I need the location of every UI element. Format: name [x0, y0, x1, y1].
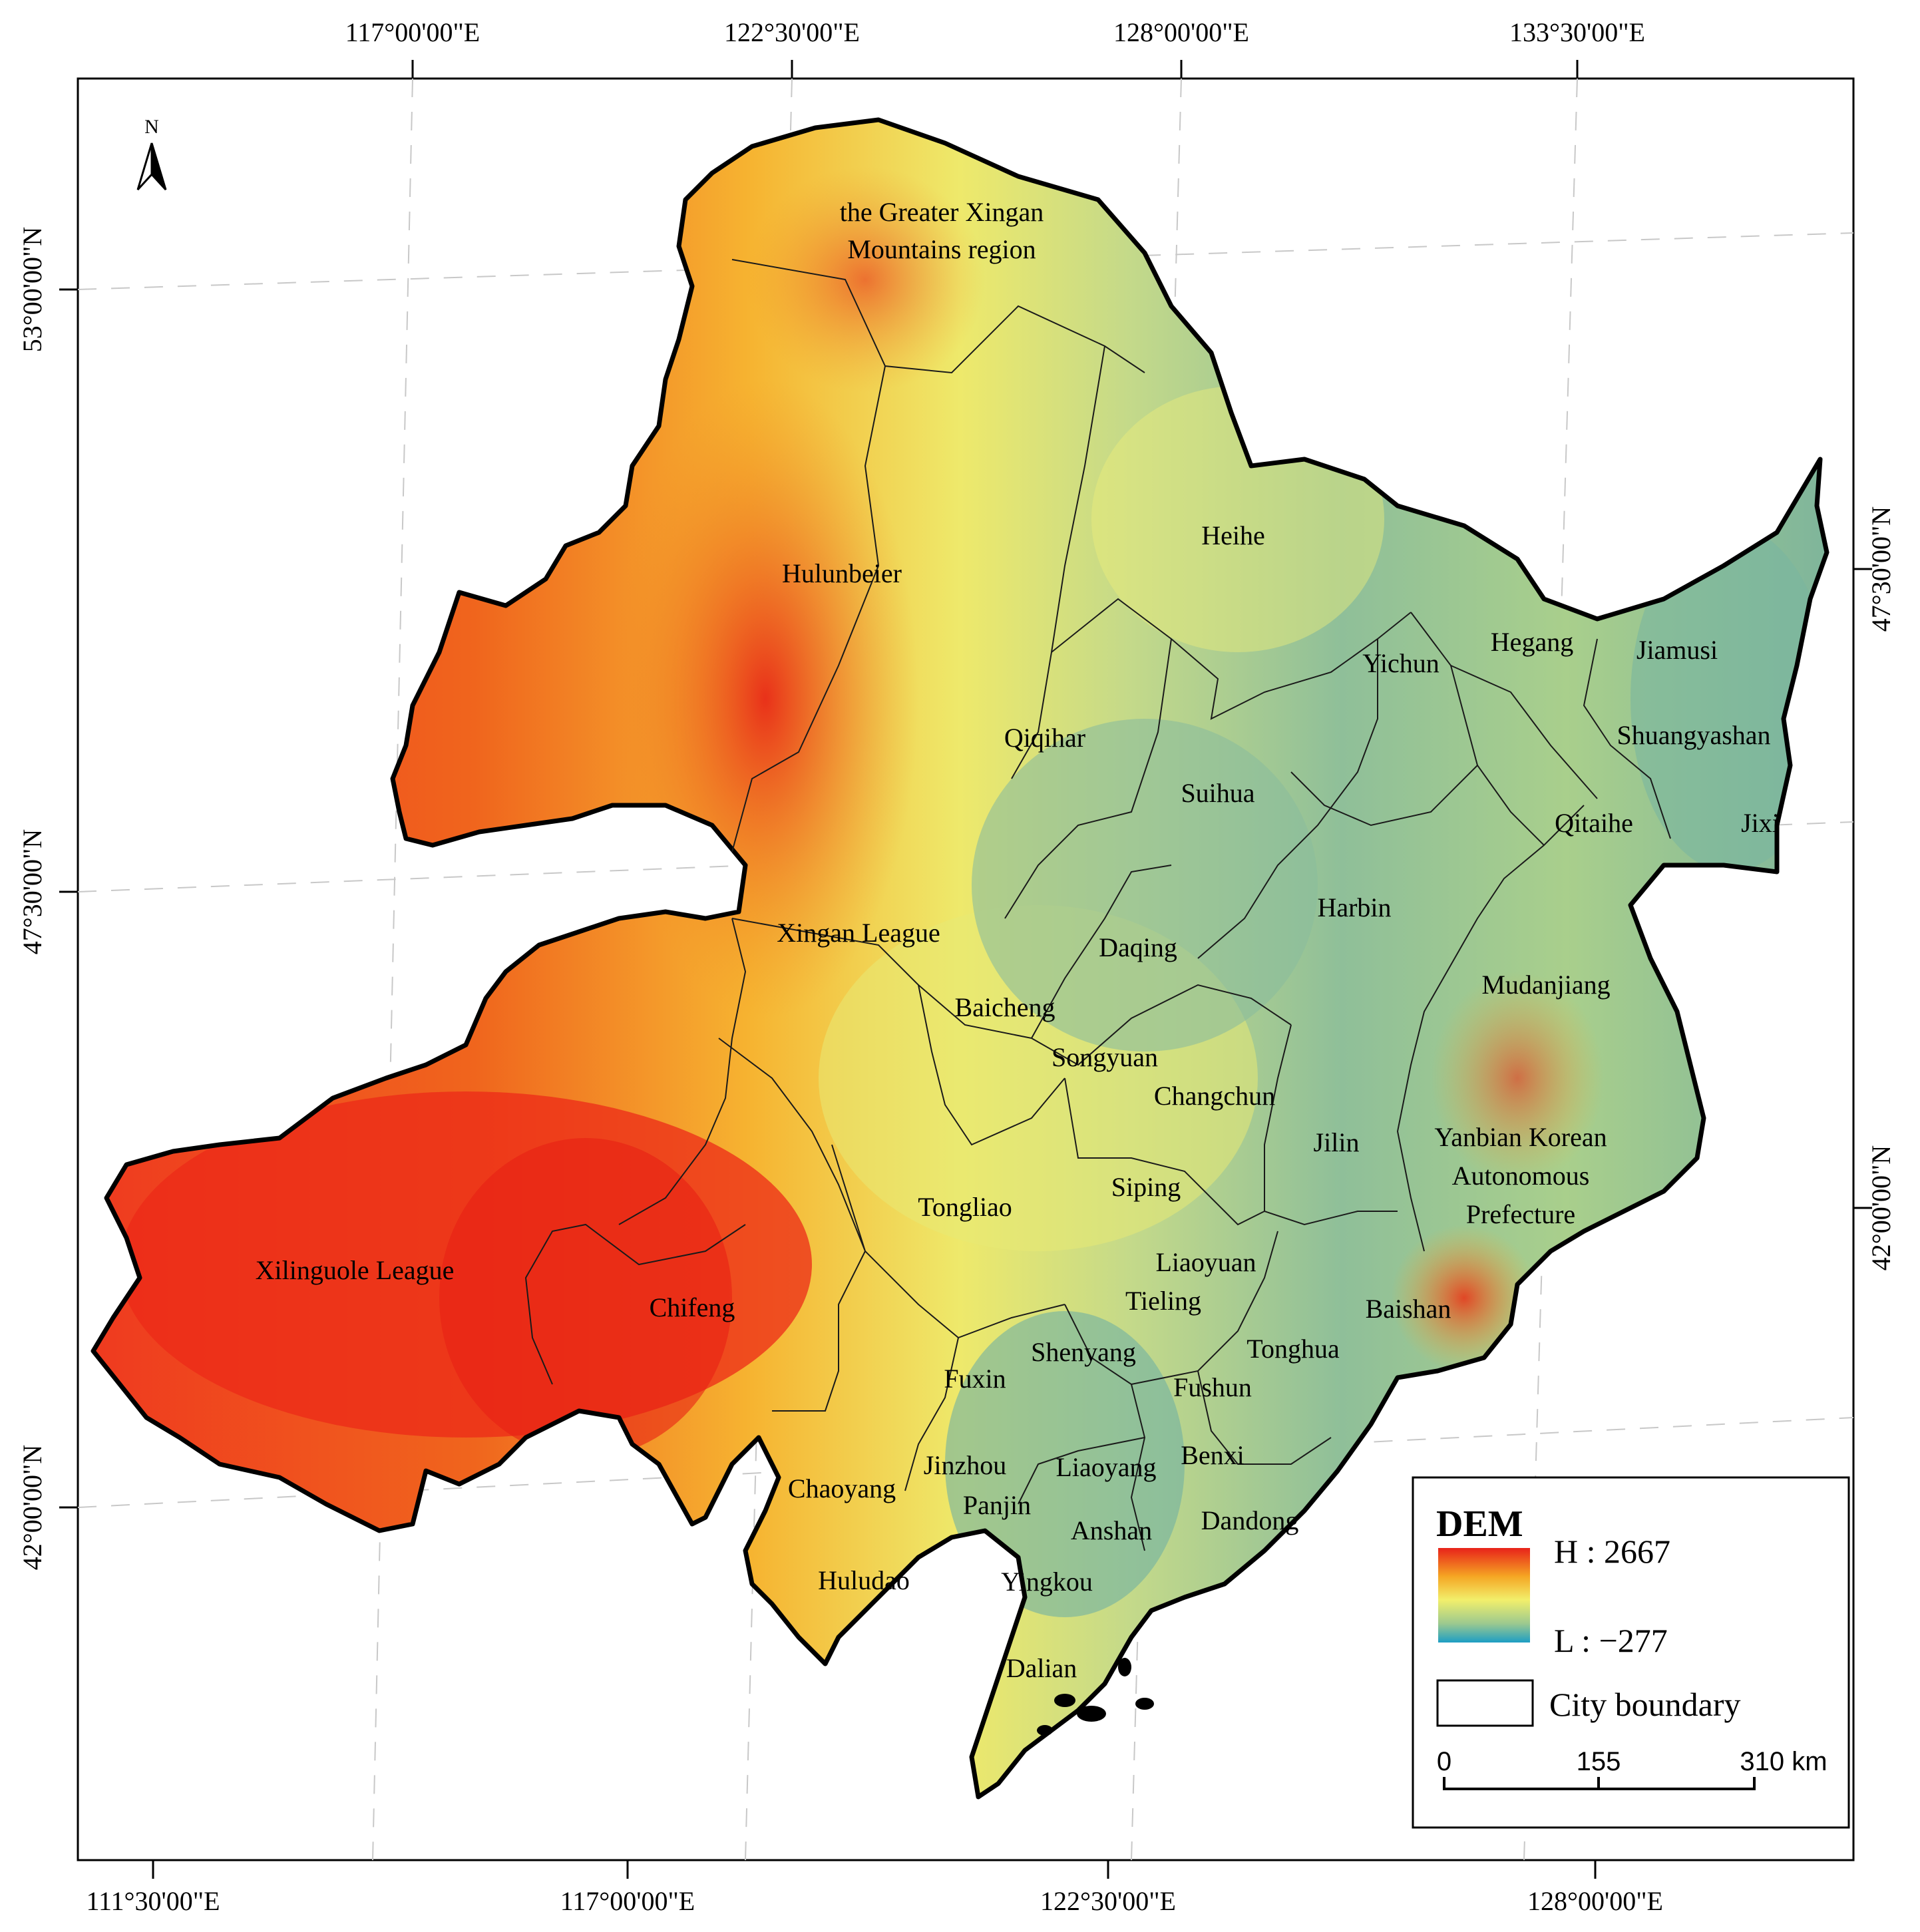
legend-box: [1412, 1476, 1850, 1829]
region-label: Jilin: [1314, 1127, 1360, 1157]
region-label: Qitaihe: [1555, 808, 1633, 838]
region-label: Autonomous: [1452, 1161, 1590, 1191]
region-label: Harbin: [1317, 892, 1391, 922]
region-label: Qiqihar: [1004, 723, 1085, 753]
region-labels: the Greater Xingan Mountains region Hulu…: [256, 197, 1780, 1683]
region-label: Tieling: [1125, 1286, 1201, 1316]
city-boundaries: [524, 259, 1671, 1551]
lon-label-bottom: 122°30'00"E: [1040, 1886, 1176, 1916]
region-label: Anshan: [1071, 1515, 1152, 1545]
scale-tick-label: 155: [1577, 1747, 1621, 1776]
region-label: Baicheng: [954, 992, 1055, 1022]
lon-label-bottom: 111°30'00"E: [87, 1886, 220, 1916]
region-label: Mudanjiang: [1481, 970, 1610, 1000]
coordinate-ticks: [59, 60, 1872, 1879]
region-label: Fushun: [1173, 1372, 1252, 1402]
legend-high-label: H : 2667: [1554, 1533, 1670, 1570]
legend-boundary-label: City boundary: [1549, 1686, 1740, 1723]
region-label: Shuangyashan: [1617, 720, 1770, 750]
region-label: Xilinguole League: [256, 1255, 455, 1285]
legend: DEM H : 2667 L : −277 City boundary: [1412, 1476, 1850, 1829]
region-label: Songyuan: [1052, 1042, 1158, 1072]
region-label: Xingan League: [777, 918, 940, 948]
region-label: Huludao: [818, 1565, 910, 1595]
region-label: the Greater Xingan: [840, 197, 1044, 227]
region-label: Hegang: [1491, 627, 1573, 657]
region-label: Prefecture: [1466, 1199, 1575, 1229]
region-label: Dandong: [1201, 1505, 1299, 1535]
scale-tick-label: 310 km: [1740, 1747, 1827, 1776]
region-label: Jiamusi: [1636, 635, 1718, 665]
region-label: Suihua: [1181, 778, 1254, 808]
region-label: Jinzhou: [924, 1450, 1006, 1480]
region-label: Tonghua: [1247, 1334, 1340, 1364]
lat-label-right: 47°30'00"N: [1866, 506, 1896, 632]
region-label: Siping: [1111, 1172, 1181, 1202]
lon-label-top: 128°00'00"E: [1113, 17, 1249, 47]
region-label: Benxi: [1181, 1440, 1245, 1470]
region-label: Yingkou: [1001, 1567, 1093, 1597]
region-label: Daqing: [1099, 932, 1177, 962]
lat-label-left: 53°00'00"N: [17, 227, 47, 352]
region-label: Jixi: [1741, 808, 1780, 838]
lat-label-left: 47°30'00"N: [17, 829, 47, 954]
legend-title: DEM: [1436, 1503, 1523, 1545]
lon-label-top: 117°00'00"E: [345, 17, 480, 47]
scale-tick-label: 0: [1437, 1747, 1451, 1776]
region-label: Liaoyuan: [1155, 1247, 1256, 1277]
region-label: Hulunbeier: [782, 558, 902, 588]
north-arrow-icon: N: [136, 116, 167, 191]
region-label: Tongliao: [918, 1192, 1012, 1222]
lon-label-top: 133°30'00"E: [1509, 17, 1645, 47]
scale-bar: 0 155 310 km: [1437, 1747, 1827, 1790]
lon-label-bottom: 117°00'00"E: [560, 1886, 695, 1916]
region-label: Changchun: [1154, 1081, 1275, 1111]
lon-label-top: 122°30'00"E: [724, 17, 860, 47]
lat-label-left: 42°00'00"N: [17, 1445, 47, 1570]
region-label: Dalian: [1006, 1653, 1077, 1683]
region-label: Mountains region: [847, 234, 1036, 264]
region-label: Chifeng: [650, 1292, 735, 1322]
region-label: Shenyang: [1031, 1337, 1136, 1367]
region-label: Yichun: [1362, 648, 1440, 678]
region-label: Chaoyang: [788, 1473, 896, 1503]
islands: [1037, 1658, 1154, 1736]
lat-label-right: 42°00'00"N: [1866, 1145, 1896, 1270]
legend-color-ramp: [1438, 1548, 1530, 1642]
region-label: Liaoyang: [1056, 1452, 1156, 1482]
region-label: Heihe: [1201, 520, 1265, 550]
dem-raster: [93, 120, 1830, 1797]
region-label: Baishan: [1366, 1294, 1451, 1324]
legend-low-label: L : −277: [1554, 1622, 1668, 1659]
lon-label-bottom: 128°00'00"E: [1527, 1886, 1663, 1916]
map-frame: [77, 77, 1855, 1861]
svg-text:N: N: [144, 116, 159, 138]
region-label: Fuxin: [944, 1364, 1006, 1394]
legend-boundary-swatch: [1436, 1679, 1534, 1727]
region-label: Panjin: [963, 1490, 1031, 1520]
region-label: Yanbian Korean: [1434, 1122, 1607, 1152]
